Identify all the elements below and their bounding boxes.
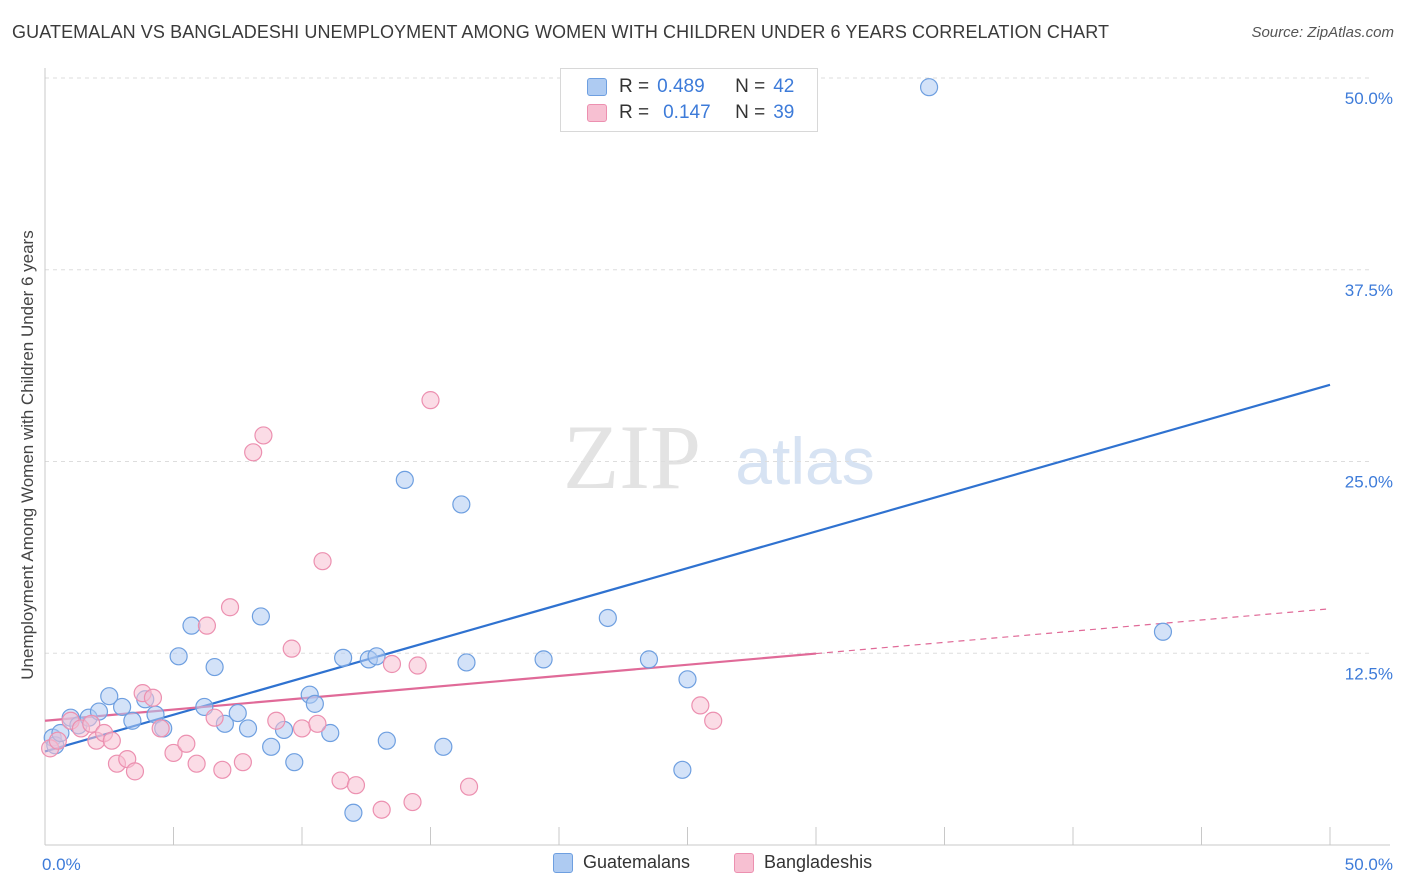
- y-tick-label: 12.5%: [1345, 664, 1393, 683]
- legend-item-bangladeshis[interactable]: Bangladeshis: [734, 852, 872, 873]
- bangladeshi-point: [372, 800, 391, 819]
- bangladeshi-point: [282, 639, 301, 658]
- r-label: R =: [619, 76, 650, 97]
- bangladeshi-point: [143, 688, 163, 707]
- guatemalan-point: [334, 648, 353, 667]
- bangladeshi-point: [48, 731, 67, 750]
- bangladeshi-point: [205, 708, 224, 727]
- bangladeshi-point: [164, 743, 183, 763]
- bangladeshi-point: [313, 552, 332, 571]
- stats-legend: R = 0.489 N = 42 R = 0.147 N = 39: [560, 68, 818, 132]
- bangladeshi-point: [292, 719, 312, 738]
- bangladeshi-point: [197, 616, 217, 635]
- guatemalan-point: [205, 657, 224, 677]
- guatemalan-point: [285, 753, 304, 772]
- y-tick-label: 50.0%: [1345, 89, 1393, 108]
- bangladeshi-point: [403, 792, 422, 812]
- guatemalans-n-value: 42: [773, 76, 795, 97]
- bangladeshi-point: [82, 714, 101, 733]
- r-label: R =: [619, 102, 650, 123]
- bangladeshi-point: [691, 696, 710, 715]
- guatemalan-point: [112, 697, 132, 717]
- axes: [44, 68, 1390, 846]
- bangladeshi-point: [125, 762, 145, 781]
- n-label: N =: [735, 102, 766, 123]
- data-points: [41, 78, 1173, 822]
- guatemalan-trend-line: [44, 383, 1331, 753]
- guatemalan-point: [457, 653, 476, 672]
- bangladeshi-point: [187, 754, 206, 773]
- guatemalan-point: [452, 495, 471, 514]
- guatemalan-point: [262, 737, 281, 756]
- guatemalan-point: [367, 647, 386, 666]
- bangladeshi-point: [308, 714, 327, 733]
- guatemalan-point: [228, 703, 247, 723]
- bangladeshi-point: [102, 731, 121, 750]
- bangladeshi-point: [244, 443, 263, 462]
- bangladeshi-point: [151, 719, 170, 738]
- guatemalan-point: [182, 616, 201, 635]
- guatemalan-point: [434, 737, 453, 756]
- y-tick-label: 37.5%: [1345, 281, 1393, 300]
- x-tick-label: 0.0%: [42, 855, 81, 874]
- bangladeshi-point: [421, 391, 440, 410]
- guatemalan-point: [1153, 622, 1173, 641]
- bangladeshi-point: [346, 776, 366, 795]
- bangladeshi-point: [459, 777, 479, 796]
- bangladeshi-point: [254, 426, 273, 445]
- bangladeshi-point: [382, 654, 402, 674]
- n-label: N =: [735, 76, 766, 97]
- legend-item-guatemalans[interactable]: Guatemalans: [553, 852, 690, 873]
- tick-labels: 12.5% 25.0% 37.5% 50.0% 0.0% 50.0%: [42, 89, 1393, 874]
- bangladeshis-swatch: [587, 104, 607, 122]
- guatemalan-point: [238, 719, 258, 738]
- guatemalan-point: [395, 470, 414, 490]
- bangladeshi-point: [704, 711, 723, 730]
- guatemalan-point: [678, 670, 697, 689]
- watermark-zip: ZIP: [563, 406, 701, 508]
- guatemalans-swatch: [587, 78, 607, 96]
- guatemalan-point: [123, 711, 142, 730]
- chart-title: GUATEMALAN VS BANGLADESHI UNEMPLOYMENT A…: [12, 22, 1110, 42]
- guatemalan-point: [639, 650, 659, 669]
- bangladeshi-point: [233, 753, 252, 772]
- stats-row-bangladeshis: R = 0.147 N = 39: [587, 101, 794, 125]
- x-tick-label: 50.0%: [1345, 855, 1393, 874]
- guatemalan-point: [321, 723, 340, 743]
- series-legend: Guatemalans Bangladeshis: [0, 852, 1406, 878]
- bangladeshi-point: [220, 598, 240, 617]
- bangladeshi-point: [177, 734, 196, 753]
- stats-row-guatemalans: R = 0.489 N = 42: [587, 75, 794, 99]
- bangladeshi-trend-line: [44, 652, 817, 722]
- guatemalan-point: [100, 687, 119, 706]
- guatemalan-point: [344, 803, 363, 822]
- bangladeshi-point: [267, 711, 286, 730]
- grid: [45, 77, 1370, 654]
- bangladeshi-trend-extension: [815, 608, 1331, 655]
- legend-swatch-bangladeshis: [734, 852, 754, 873]
- guatemalan-point: [919, 78, 939, 97]
- bangladeshi-point: [213, 760, 232, 779]
- guatemalan-point: [534, 650, 553, 669]
- bangladeshi-point: [408, 656, 427, 675]
- guatemalans-r-value: 0.489: [657, 76, 705, 97]
- guatemalan-point: [305, 694, 324, 713]
- legend-label-guatemalans: Guatemalans: [583, 852, 691, 872]
- legend-label-bangladeshis: Bangladeshis: [764, 852, 873, 872]
- guatemalan-point: [598, 608, 617, 628]
- bangladeshis-r-value: 0.147: [663, 102, 711, 123]
- trend-lines: [44, 383, 1331, 753]
- source-label: Source: ZipAtlas.com: [1251, 24, 1394, 41]
- y-tick-label: 25.0%: [1345, 473, 1393, 492]
- legend-swatch-guatemalans: [553, 852, 573, 873]
- guatemalan-point: [377, 731, 396, 750]
- guatemalan-point: [673, 760, 692, 779]
- bangladeshis-n-value: 39: [773, 102, 795, 123]
- bangladeshi-point: [331, 771, 350, 790]
- guatemalan-point: [169, 647, 188, 666]
- guatemalan-point: [251, 607, 270, 626]
